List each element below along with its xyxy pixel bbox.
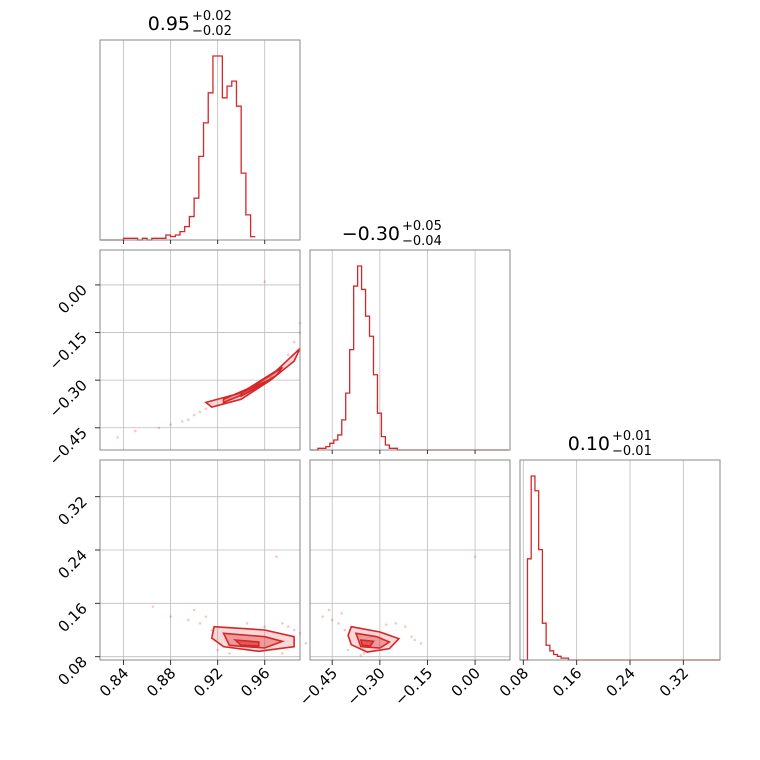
contour-line-pair1-0 [210, 625, 295, 653]
sample-point-pair1-5 [204, 615, 208, 618]
sample-point-pair0-4 [181, 420, 184, 423]
sample-point-pair1-15 [245, 622, 249, 625]
sample-point-pair2-7 [413, 638, 417, 642]
contour-line-pair0-2 [240, 381, 266, 398]
sample-point-pair0-0 [116, 436, 119, 439]
sample-point-pair1-1 [169, 615, 172, 618]
x-tick-label-p0-0: 0.84 [96, 664, 132, 700]
sample-point-pair1-10 [292, 628, 296, 632]
x-tick-label-p1-2: −0.15 [391, 664, 436, 709]
sample-point-pair0-2 [157, 426, 161, 430]
sample-point-pair2-10 [394, 622, 398, 625]
contour-line-pair1-1 [222, 632, 285, 649]
x-tick-label-p0-3: 0.96 [237, 664, 273, 700]
sample-point-pair2-11 [384, 623, 388, 626]
sample-point-pair1-9 [286, 625, 290, 628]
sample-point-pair0-1 [133, 429, 137, 433]
sample-point-pair1-3 [192, 608, 196, 612]
histogram-p1 [310, 265, 509, 451]
y-tick-label-p2-0: 0.08 [54, 653, 90, 689]
sample-point-pair0-6 [192, 413, 196, 417]
x-tick-label-p0-1: 0.88 [143, 664, 179, 700]
title-plus-p2: +0.01 [612, 429, 652, 444]
contour-fill-pair0-0 [205, 348, 300, 408]
y-tick-label-p1-0: −0.45 [46, 424, 91, 469]
sample-point-pair2-9 [403, 625, 407, 628]
panel-frame-pair2 [309, 459, 511, 661]
title-plus-p0: +0.02 [192, 9, 232, 24]
sample-point-pair0-7 [198, 410, 202, 414]
sample-point-pair0-12 [286, 353, 290, 357]
panel-frame-p0 [99, 39, 301, 241]
panel-frame-p2 [519, 459, 721, 661]
y-tick-label-p2-2: 0.24 [54, 546, 90, 582]
sample-point-pair2-2 [330, 618, 334, 622]
panel-frame-pair0 [99, 249, 301, 451]
y-tick-label-p1-1: −0.30 [46, 376, 91, 421]
x-tick-label-p2-0: 0.08 [496, 664, 532, 700]
panel-frame-p1 [309, 249, 511, 451]
title-minus-p0: −0.02 [192, 24, 232, 39]
y-tick-label-p1-2: −0.15 [46, 329, 91, 374]
contour-line-pair2-0 [347, 625, 401, 653]
sample-point-pair2-0 [321, 615, 324, 618]
sample-point-pair1-16 [263, 625, 267, 628]
sample-point-pair0-8 [204, 407, 208, 411]
y-tick-label-p2-1: 0.16 [54, 599, 90, 635]
sample-point-pair0-13 [292, 340, 296, 344]
contour-line-pair2-2 [359, 639, 375, 647]
x-tick-label-p0-2: 0.92 [190, 664, 226, 700]
contour-line-pair1-2 [233, 639, 260, 647]
sample-point-pair1-2 [186, 618, 190, 622]
sample-point-pair2-6 [410, 635, 413, 638]
sample-point-pair2-3 [337, 622, 340, 625]
title-minus-p2: −0.01 [612, 444, 652, 459]
sample-point-pair1-12 [304, 642, 308, 645]
y-tick-label-p1-3: 0.00 [54, 281, 90, 317]
x-tick-label-p1-3: 0.00 [448, 664, 484, 700]
contour-line-pair2-1 [354, 632, 392, 649]
title-value-p0: 0.95 [148, 13, 190, 35]
sample-point-pair2-14 [473, 555, 477, 558]
sample-point-pair1-7 [275, 555, 278, 558]
title-value-p1: −0.30 [342, 223, 400, 245]
sample-point-pair0-5 [186, 418, 190, 422]
sample-point-pair1-0 [151, 605, 155, 608]
sample-point-pair2-13 [359, 654, 363, 657]
sample-point-pair1-6 [210, 628, 214, 632]
sample-point-pair1-8 [281, 622, 284, 625]
y-tick-label-p2-3: 0.32 [54, 493, 90, 529]
x-tick-label-p1-1: −0.30 [343, 664, 388, 709]
sample-point-pair1-13 [216, 648, 219, 652]
x-tick-label-p1-0: −0.45 [296, 664, 341, 709]
sample-point-pair2-1 [327, 608, 331, 612]
title-value-p2: 0.10 [568, 433, 610, 455]
panel-frame-pair1 [99, 459, 301, 661]
histogram-p2 [520, 475, 720, 661]
sample-point-pair0-16 [263, 280, 267, 284]
sample-point-pair2-4 [340, 612, 344, 615]
histogram-p0 [100, 55, 256, 241]
sample-point-pair2-8 [419, 642, 423, 645]
contour-fill-pair1-1 [223, 633, 283, 648]
sample-point-pair2-5 [343, 628, 347, 632]
sample-point-pair1-4 [198, 622, 202, 625]
title-plus-p1: +0.05 [402, 219, 442, 234]
sample-point-pair2-15 [346, 648, 350, 652]
sample-point-pair2-12 [362, 652, 366, 655]
x-tick-label-p2-1: 0.16 [549, 664, 585, 700]
title-minus-p1: −0.04 [402, 234, 442, 249]
sample-point-pair1-14 [228, 652, 231, 655]
sample-point-pair0-3 [169, 423, 172, 426]
contour-line-pair0-0 [204, 347, 301, 409]
x-tick-label-p2-2: 0.24 [602, 664, 638, 700]
x-tick-label-p2-3: 0.32 [656, 664, 692, 700]
sample-point-pair1-17 [281, 652, 284, 655]
